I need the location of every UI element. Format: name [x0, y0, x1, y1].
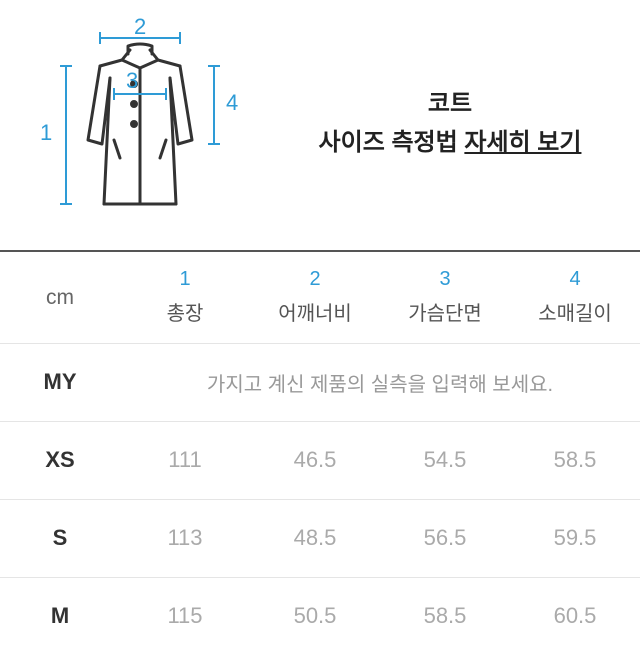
unit-label: cm	[46, 286, 74, 309]
guide-line: 사이즈 측정법 자세히 보기	[290, 122, 610, 157]
product-type: 코트	[290, 83, 610, 118]
dim-label-4: 4	[226, 90, 238, 116]
dim-label-3: 3	[126, 68, 138, 94]
dim-label-2: 2	[134, 14, 146, 40]
my-placeholder: 가지고 계신 제품의 실측을 입력해 보세요.	[207, 374, 553, 396]
col-num: 3	[380, 268, 510, 291]
table-row: XS 111 46.5 54.5 58.5	[0, 421, 640, 499]
cell: 56.5	[424, 525, 467, 550]
col-name: 총장	[167, 303, 204, 325]
col-header-1: 1 총장	[120, 251, 250, 343]
size-label: S	[0, 499, 120, 577]
cell: 115	[167, 603, 202, 628]
size-label: M	[0, 577, 120, 655]
table-row: M 115 50.5 58.5 60.5	[0, 577, 640, 655]
cell: 58.5	[424, 603, 467, 628]
guide-link[interactable]: 자세히 보기	[464, 129, 581, 156]
size-table: cm 1 총장 2 어깨너비 3 가슴단면 4 소매길이 MY 가지고 계신 제…	[0, 250, 640, 655]
cell: 60.5	[554, 603, 597, 628]
col-name: 소매길이	[538, 303, 612, 325]
my-label: MY	[0, 343, 120, 421]
title-block: 코트 사이즈 측정법 자세히 보기	[290, 79, 610, 161]
cell: 58.5	[554, 447, 597, 472]
header-section: 1 2 3 4 코트 사이즈 측정법 자세히 보기	[0, 0, 640, 250]
cell: 54.5	[424, 447, 467, 472]
col-name: 가슴단면	[408, 303, 482, 325]
guide-prefix: 사이즈 측정법	[319, 129, 465, 156]
col-num: 2	[250, 268, 380, 291]
col-name: 어깨너비	[278, 303, 352, 325]
dim-label-1: 1	[40, 120, 52, 146]
col-header-3: 3 가슴단면	[380, 251, 510, 343]
col-header-4: 4 소매길이	[510, 251, 640, 343]
cell: 48.5	[294, 525, 337, 550]
cell: 111	[168, 447, 201, 472]
cell: 50.5	[294, 603, 337, 628]
coat-diagram: 1 2 3 4	[30, 20, 250, 220]
cell: 113	[167, 525, 202, 550]
size-label: XS	[0, 421, 120, 499]
my-input-cell[interactable]: 가지고 계신 제품의 실측을 입력해 보세요.	[120, 343, 640, 421]
table-header-row: cm 1 총장 2 어깨너비 3 가슴단면 4 소매길이	[0, 251, 640, 343]
cell: 46.5	[294, 447, 337, 472]
my-row: MY 가지고 계신 제품의 실측을 입력해 보세요.	[0, 343, 640, 421]
col-num: 1	[120, 268, 250, 291]
table-row: S 113 48.5 56.5 59.5	[0, 499, 640, 577]
col-num: 4	[510, 268, 640, 291]
coat-svg	[30, 20, 250, 220]
col-header-2: 2 어깨너비	[250, 251, 380, 343]
cell: 59.5	[554, 525, 597, 550]
